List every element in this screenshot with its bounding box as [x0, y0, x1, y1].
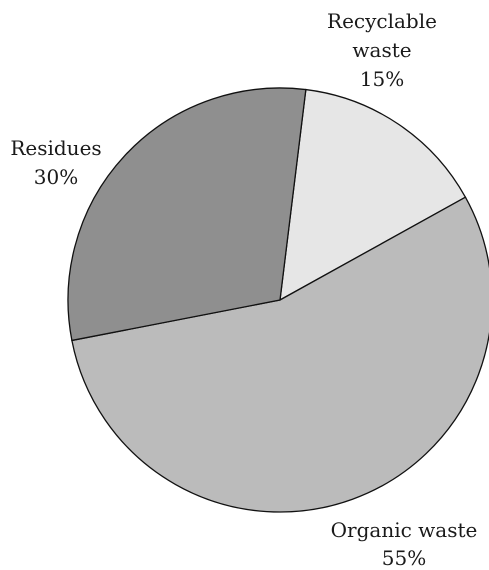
slice-value-label: 30%	[34, 165, 78, 189]
pie-slice-organic-waste	[71, 196, 489, 513]
slice-label-line: Organic waste	[331, 518, 478, 542]
pie-slice-recyclable-waste	[279, 88, 467, 302]
slice-label-recyclable-waste: Recyclable waste 15%	[327, 9, 437, 91]
slice-label-organic-waste: Organic waste 55%	[331, 518, 478, 570]
pie-slices	[67, 87, 489, 513]
slice-label-line: waste	[352, 38, 411, 62]
slice-value-label: 55%	[382, 546, 426, 570]
pie-slice-residues	[67, 87, 307, 342]
slice-label-residues: Residues 30%	[10, 136, 101, 189]
slice-label-line: Residues	[10, 136, 101, 160]
slice-label-line: Recyclable	[327, 9, 437, 33]
slice-value-label: 15%	[360, 67, 404, 91]
